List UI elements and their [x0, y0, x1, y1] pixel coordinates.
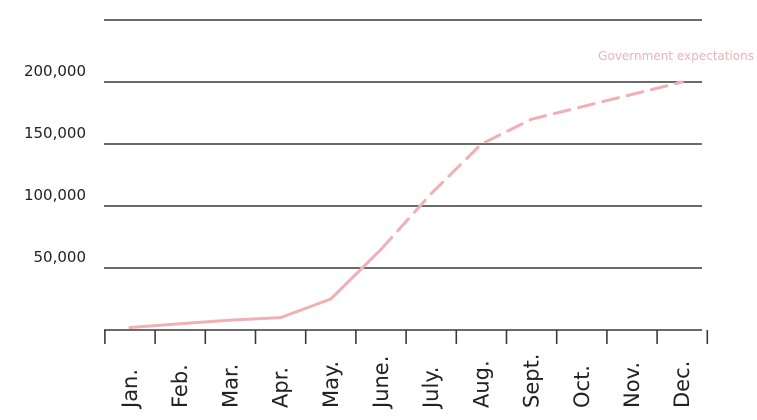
- x-tick-label: Feb.: [168, 364, 192, 408]
- y-tick-label: 200,000: [24, 62, 86, 80]
- x-tick-label: Mar.: [218, 364, 242, 408]
- y-tick-label: 150,000: [24, 124, 86, 142]
- series-lines: [128, 80, 684, 330]
- y-tick-label: 50,000: [34, 248, 87, 266]
- x-tick-label: July.: [419, 367, 443, 410]
- series-line-actual: [128, 247, 383, 330]
- x-tick-label: Oct.: [570, 365, 594, 408]
- x-tick-label: Aug.: [469, 360, 493, 408]
- x-tick-label: Dec.: [670, 361, 694, 408]
- x-tick-label: Apr.: [269, 367, 293, 408]
- x-tick-label: June.: [369, 356, 393, 410]
- annotation-government-expectations: Government expectations: [598, 49, 754, 63]
- x-tick-labels: Jan. Feb. Mar. Apr. May. June. July. Aug. Sept. O…: [118, 354, 694, 411]
- x-tick-label: Sept.: [520, 354, 544, 409]
- x-axis: [104, 329, 709, 344]
- gridlines: [104, 19, 702, 269]
- series-line-government-expectations: [379, 80, 684, 251]
- x-tick-label: Nov.: [620, 362, 644, 408]
- y-tick-label: 100,000: [24, 186, 86, 204]
- y-tick-labels: 50,000 100,000 150,000 200,000: [24, 62, 86, 266]
- x-tick-label: May.: [319, 361, 343, 408]
- x-tick-label: Jan.: [118, 369, 142, 410]
